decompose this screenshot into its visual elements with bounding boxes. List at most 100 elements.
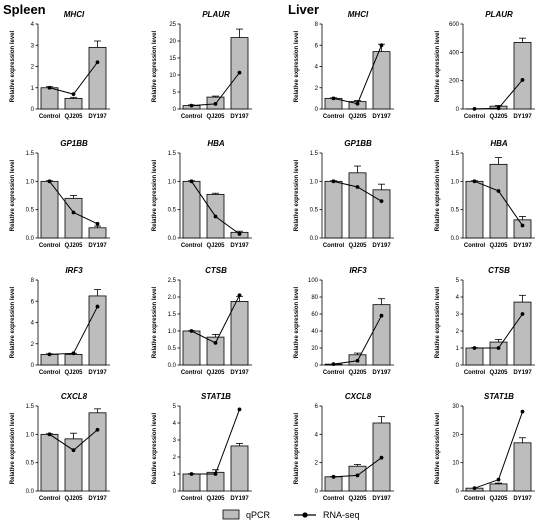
bar-qpcr bbox=[513, 42, 532, 110]
point-rnaseq bbox=[213, 472, 218, 476]
bar-qpcr bbox=[182, 473, 201, 492]
point-rnaseq bbox=[71, 351, 76, 356]
point-rnaseq bbox=[520, 409, 525, 414]
point-rnaseq bbox=[520, 78, 525, 82]
x-tick-label: QJ205 bbox=[489, 496, 508, 502]
panel-title: GP1BB bbox=[60, 139, 88, 148]
bar-qpcr bbox=[40, 87, 59, 110]
point-rnaseq bbox=[95, 60, 100, 65]
panel-title: MHCI bbox=[64, 10, 85, 19]
y-tick-label: 0 bbox=[456, 107, 460, 113]
x-tick-label: QJ205 bbox=[348, 370, 367, 376]
point-rnaseq bbox=[496, 106, 501, 111]
y-tick-label: 400 bbox=[449, 50, 460, 56]
bar-qpcr bbox=[348, 465, 367, 492]
point-rnaseq bbox=[472, 179, 477, 184]
panel-title: GP1BB bbox=[344, 139, 372, 148]
x-tick-label: DY197 bbox=[88, 370, 107, 376]
x-tick-label: QJ205 bbox=[206, 114, 225, 120]
y-tick-label: 4 bbox=[31, 22, 35, 28]
bar-qpcr bbox=[513, 219, 532, 239]
y-tick-label: 0 bbox=[456, 363, 460, 369]
x-tick-label: DY197 bbox=[88, 243, 107, 249]
y-axis-label: Relative expression level bbox=[10, 159, 16, 231]
y-axis-label: Relative expression level bbox=[435, 286, 441, 358]
panel-title: PLAUR bbox=[485, 10, 513, 19]
x-tick-label: Control bbox=[464, 496, 486, 502]
panel-title: STAT1B bbox=[201, 392, 231, 401]
legend-qpcr-label: qPCR bbox=[246, 510, 271, 520]
x-tick-label: DY197 bbox=[230, 114, 249, 120]
chart-panel-liver-gp1bb: GP1BB Relative expression level 0.0 0.5 1.0 1… bbox=[294, 139, 394, 249]
bar-qpcr bbox=[489, 163, 508, 239]
y-axis-label: Relative expression level bbox=[152, 286, 158, 358]
y-tick-label: 4 bbox=[456, 295, 460, 301]
x-tick-label: Control bbox=[39, 114, 61, 120]
x-tick-label: DY197 bbox=[372, 114, 391, 120]
chart-panel-spleen-plaur: PLAUR Relative expression level 0 5 10 15 20 25… bbox=[152, 10, 252, 120]
x-tick-label: QJ205 bbox=[489, 243, 508, 249]
bar-qpcr bbox=[465, 180, 484, 239]
point-rnaseq bbox=[95, 427, 100, 432]
point-rnaseq bbox=[71, 92, 76, 97]
y-tick-label: 2 bbox=[456, 329, 460, 335]
y-tick-label: 0.0 bbox=[451, 236, 460, 242]
point-rnaseq bbox=[237, 293, 242, 298]
panels: MHCI Relative expression level 0 1 2 3 4 Contro… bbox=[10, 10, 535, 502]
bar-qpcr bbox=[182, 330, 201, 366]
bar-qpcr bbox=[64, 353, 83, 366]
y-tick-label: 0 bbox=[31, 107, 35, 113]
y-tick-label: 8 bbox=[31, 278, 35, 284]
chart-panel-liver-hba: HBA Relative expression level 0.0 0.5 1.0 1.5… bbox=[435, 139, 535, 249]
y-tick-label: 5 bbox=[173, 404, 177, 410]
point-rnaseq bbox=[237, 70, 242, 75]
x-tick-label: Control bbox=[323, 114, 345, 120]
bar-qpcr bbox=[348, 172, 367, 239]
panel-title: HBA bbox=[207, 139, 225, 148]
y-tick-label: 0.5 bbox=[26, 208, 35, 214]
y-axis-label: Relative expression level bbox=[10, 30, 16, 102]
point-rnaseq bbox=[213, 214, 218, 219]
chart-panel-liver-cxcl8: CXCL8 Relative expression level 0 2 4 6 Contro… bbox=[294, 392, 394, 502]
y-tick-label: 3 bbox=[173, 438, 177, 444]
point-rnaseq bbox=[47, 179, 52, 184]
x-tick-label: Control bbox=[39, 370, 61, 376]
y-tick-label: 4 bbox=[173, 421, 177, 427]
y-tick-label: 1 bbox=[31, 86, 35, 92]
y-tick-label: 0.0 bbox=[26, 489, 35, 495]
y-tick-label: 0 bbox=[315, 489, 319, 495]
y-tick-label: 0.5 bbox=[451, 208, 460, 214]
x-tick-label: Control bbox=[181, 243, 203, 249]
x-tick-label: DY197 bbox=[513, 114, 532, 120]
point-rnaseq bbox=[95, 221, 100, 226]
y-tick-label: 2 bbox=[173, 455, 177, 461]
x-tick-label: Control bbox=[464, 370, 486, 376]
panel-title: CXCL8 bbox=[61, 392, 88, 401]
y-tick-label: 1.0 bbox=[310, 179, 319, 185]
legend: qPCR RNA-seq bbox=[222, 509, 360, 520]
y-tick-label: 8 bbox=[315, 22, 319, 28]
x-tick-label: Control bbox=[323, 243, 345, 249]
legend-rnaseq-marker bbox=[302, 512, 308, 518]
y-tick-label: 60 bbox=[311, 312, 318, 318]
point-rnaseq bbox=[331, 362, 336, 367]
chart-panel-spleen-mhci: MHCI Relative expression level 0 1 2 3 4 Contro… bbox=[10, 10, 110, 120]
chart-panel-spleen-stat1b: STAT1B Relative expression level 0 1 2 3 4 5 Con… bbox=[152, 392, 252, 502]
chart-panel-spleen-cxcl8: CXCL8 Relative expression level 0.0 0.5 1.0 1… bbox=[10, 392, 110, 502]
y-tick-label: 0 bbox=[173, 489, 177, 495]
y-tick-label: 2 bbox=[31, 65, 35, 71]
y-tick-label: 80 bbox=[311, 295, 318, 301]
y-tick-label: 1.0 bbox=[168, 329, 177, 335]
panel-title: IRF3 bbox=[65, 266, 83, 275]
x-tick-label: QJ205 bbox=[64, 243, 83, 249]
y-tick-label: 1.5 bbox=[26, 404, 35, 410]
panel-title: CTSB bbox=[488, 266, 510, 275]
x-tick-label: DY197 bbox=[513, 370, 532, 376]
y-axis-label: Relative expression level bbox=[435, 159, 441, 231]
x-tick-label: DY197 bbox=[372, 243, 391, 249]
point-rnaseq bbox=[496, 189, 501, 193]
x-tick-label: Control bbox=[39, 496, 61, 502]
point-rnaseq bbox=[355, 185, 360, 189]
y-tick-label: 15 bbox=[169, 56, 176, 62]
y-tick-label: 1.5 bbox=[451, 151, 460, 157]
